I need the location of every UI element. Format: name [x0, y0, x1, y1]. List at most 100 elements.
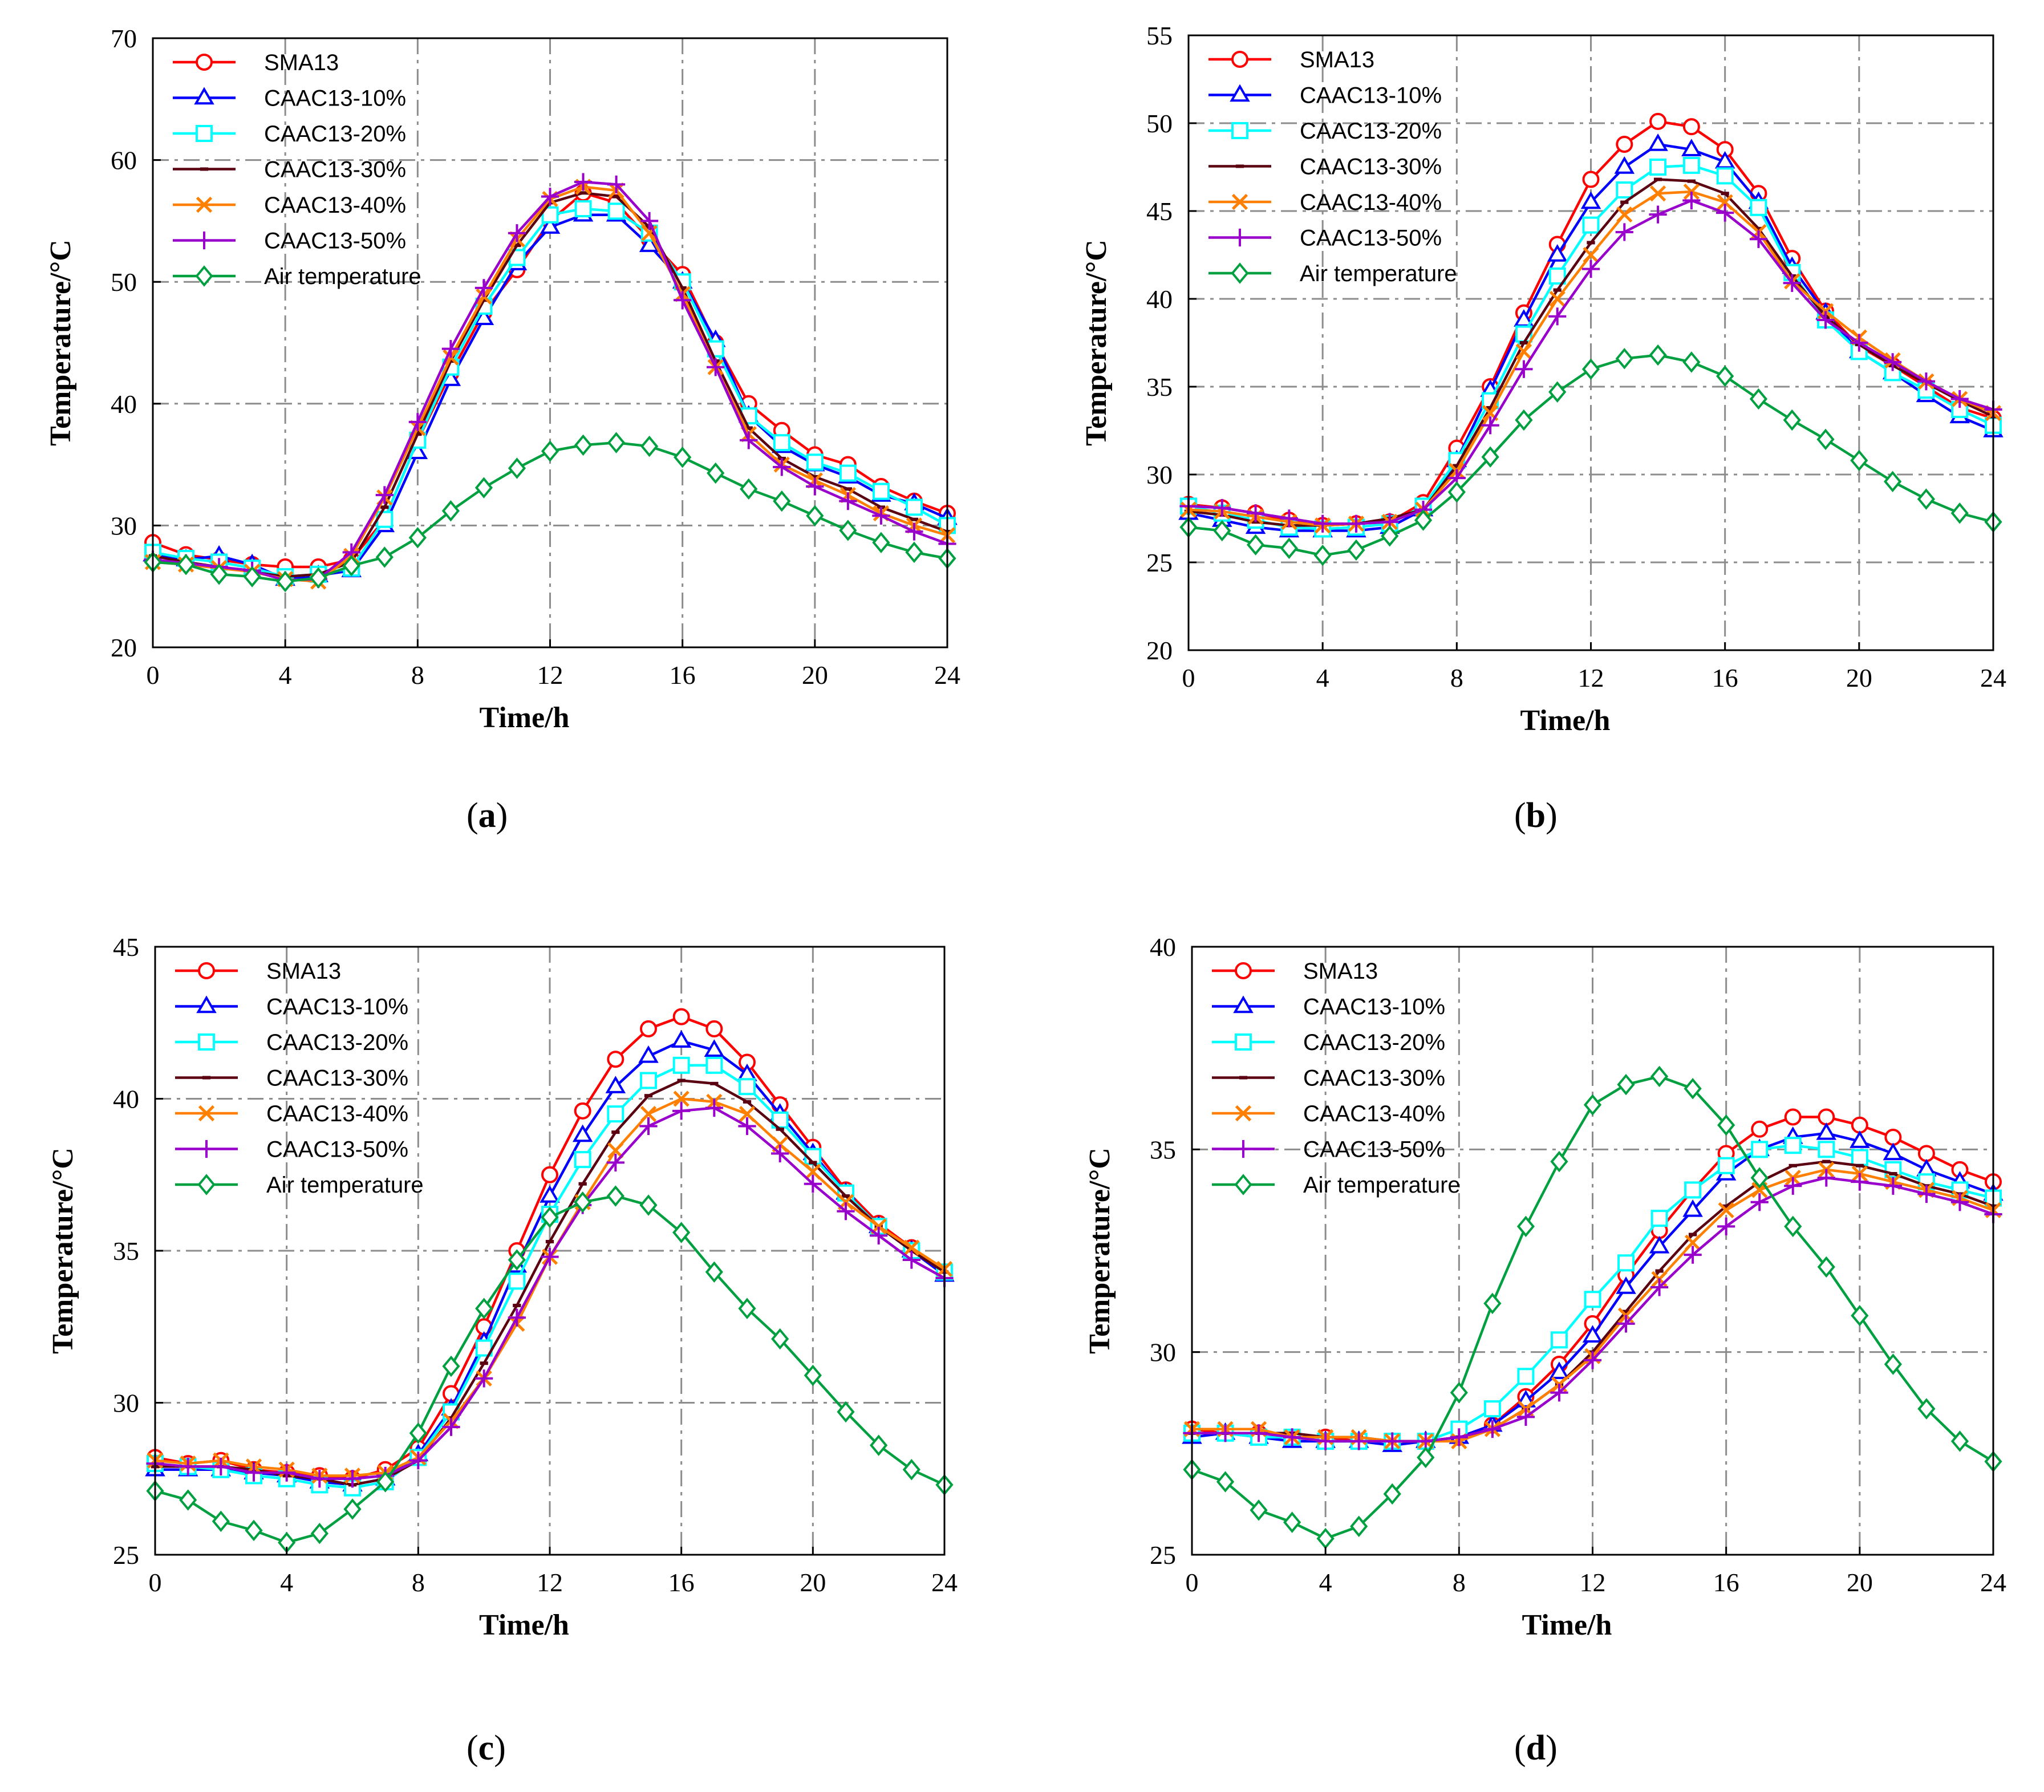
panel-d-point-2-9 — [1483, 1400, 1501, 1418]
panel-c-point-1-14 — [605, 1076, 626, 1093]
panel-d-point-6-21 — [1884, 1353, 1902, 1375]
panel-a-point-6-20 — [806, 505, 824, 527]
panel-c-point-5-14 — [606, 1153, 624, 1172]
panel-d-legend-marker-0 — [1235, 962, 1252, 979]
panel-c-point-6-15 — [639, 1194, 658, 1216]
panel-d-legend-marker-6 — [1234, 1174, 1252, 1195]
panel-a-point-3-18 — [744, 426, 753, 430]
panel-a-legend-label-0: SMA13 — [264, 50, 339, 75]
panel-d-legend-marker-2 — [1235, 1033, 1252, 1051]
panel-c-legend-label-5: CAAC13-50% — [266, 1137, 408, 1162]
panel-c-point-5-23 — [902, 1251, 920, 1269]
panel-d-xtick-label-0: 0 — [1186, 1568, 1199, 1597]
panel-d-point-1-14 — [1649, 1235, 1670, 1254]
panel-d-point-2-10 — [1517, 1368, 1535, 1385]
panel-b-point-4-12 — [1583, 246, 1599, 263]
panel-a-xlabel: Time/h — [480, 702, 570, 734]
panel-c-point-5-10 — [475, 1369, 493, 1388]
panel-c-point-6-8 — [409, 1422, 427, 1444]
panel-d-ytick-label-25: 25 — [1150, 1540, 1176, 1570]
panel-b-point-3-17 — [1754, 226, 1763, 230]
panel-d-point-5-16 — [1717, 1217, 1735, 1235]
panel-b-point-5-11 — [1548, 307, 1567, 326]
panel-c-point-4-18 — [739, 1106, 756, 1122]
panel-d-point-6-19 — [1817, 1256, 1835, 1278]
panel-d-legend-label-0: SMA13 — [1303, 959, 1378, 984]
panel-d-point-3-14 — [1655, 1269, 1664, 1273]
panel-c-point-3-23 — [907, 1249, 916, 1252]
panel-b-point-5-20 — [1850, 334, 1868, 352]
panel-a-point-2-20 — [806, 453, 824, 471]
panel-b-point-2-10 — [1515, 325, 1532, 343]
panel-c-point-1-16 — [671, 1030, 692, 1048]
panel-d-point-5-1 — [1216, 1424, 1235, 1442]
panel-c-point-6-14 — [606, 1185, 624, 1207]
panel-d-point-1-20 — [1850, 1130, 1870, 1148]
panel-c-point-6-13 — [574, 1191, 592, 1213]
panel-a-series-air-temperature — [144, 432, 956, 593]
panel-b-legend-marker-3 — [1235, 164, 1244, 168]
panel-c: 0 4 8 12 16 20 24 25 30 35 40 45 Time/h Temperature/°… — [47, 933, 958, 1641]
panel-b-ytick-label-40: 40 — [1146, 285, 1173, 314]
panel-d-point-1-21 — [1883, 1142, 1904, 1161]
panel-c-point-4-23 — [903, 1239, 920, 1256]
panel-d-point-5-6 — [1383, 1432, 1401, 1450]
panel-a-point-5-13 — [574, 173, 593, 191]
panel-c-point-0-16 — [672, 1008, 690, 1025]
panel-d-point-6-3 — [1283, 1511, 1301, 1533]
panel-b-point-6-3 — [1280, 537, 1298, 560]
panel-c-point-5-22 — [870, 1226, 888, 1244]
caption-b: (b) — [1514, 796, 1558, 835]
panel-b-legend-marker-4 — [1231, 193, 1248, 210]
panel-b-point-6-12 — [1581, 358, 1600, 380]
panel-d-point-1-11 — [1549, 1361, 1570, 1379]
panel-a-point-6-11 — [508, 457, 526, 479]
panel-d-point-6-13 — [1617, 1073, 1635, 1096]
panel-b-point-5-9 — [1481, 416, 1499, 435]
panel-c-point-0-17 — [705, 1020, 723, 1037]
panel-d-legend-marker-1 — [1233, 995, 1254, 1013]
panel-a-point-6-9 — [441, 500, 460, 522]
panel-d-point-2-11 — [1550, 1331, 1568, 1349]
panel-b-point-3-14 — [1653, 177, 1662, 181]
panel-b-point-6-10 — [1515, 409, 1533, 431]
panel-d-legend: SMA13 CAAC13-10% CAAC13-20% CAAC13-30% CAAC1… — [1212, 959, 1461, 1198]
panel-b-point-6-8 — [1447, 481, 1466, 503]
panel-c-xtick-label-0: 0 — [149, 1568, 162, 1597]
panel-a-legend-marker-4 — [196, 196, 213, 213]
panel-d-legend-label-4: CAAC13-40% — [1303, 1101, 1445, 1126]
panel-b-legend-marker-5 — [1231, 228, 1249, 247]
panel-d-point-6-4 — [1316, 1527, 1335, 1550]
panel-c-point-5-16 — [672, 1102, 691, 1120]
panel-c-point-5-21 — [837, 1202, 855, 1221]
panel-a-point-3-13 — [579, 191, 587, 195]
panel-a-xtick-label-16: 16 — [670, 660, 696, 690]
panel-a-point-4-15 — [641, 225, 658, 241]
panel-c-ytick-label-45: 45 — [113, 933, 139, 962]
panel-d-point-6-8 — [1450, 1382, 1468, 1404]
panel-d-point-5-9 — [1483, 1420, 1502, 1438]
panel-c-point-6-11 — [508, 1249, 526, 1271]
panel-a-ytick-label-50: 50 — [111, 267, 137, 297]
panel-b-legend-label-6: Air temperature — [1300, 261, 1457, 286]
panel-b-point-2-14 — [1649, 159, 1667, 176]
panel-c-legend-marker-0 — [198, 962, 215, 979]
panel-c-point-5-4 — [278, 1463, 296, 1482]
panel-c-legend-label-6: Air temperature — [266, 1173, 424, 1198]
panel-a-point-5-7 — [375, 486, 394, 504]
panel-d-point-5-13 — [1617, 1315, 1635, 1333]
panel-d-xtick-label-4: 4 — [1319, 1568, 1332, 1597]
panel-b-point-4-16 — [1717, 194, 1733, 210]
panel-a-point-5-12 — [541, 188, 559, 206]
panel-c-xtick-label-24: 24 — [931, 1568, 958, 1597]
panel-d-point-1-12 — [1582, 1325, 1603, 1343]
panel-c-point-3-18 — [743, 1100, 752, 1104]
panel-c-xtick-label-12: 12 — [537, 1568, 563, 1597]
panel-d-point-5-20 — [1851, 1173, 1869, 1191]
panel-a-legend: SMA13 CAAC13-10% CAAC13-20% CAAC13-30% CAAC1… — [173, 50, 421, 289]
panel-c-point-2-15 — [640, 1072, 657, 1089]
panel-b-point-6-16 — [1716, 365, 1734, 387]
panel-c-point-6-2 — [212, 1510, 230, 1532]
panel-b-point-5-5 — [1347, 514, 1365, 533]
panel-b-point-1-14 — [1648, 133, 1668, 151]
